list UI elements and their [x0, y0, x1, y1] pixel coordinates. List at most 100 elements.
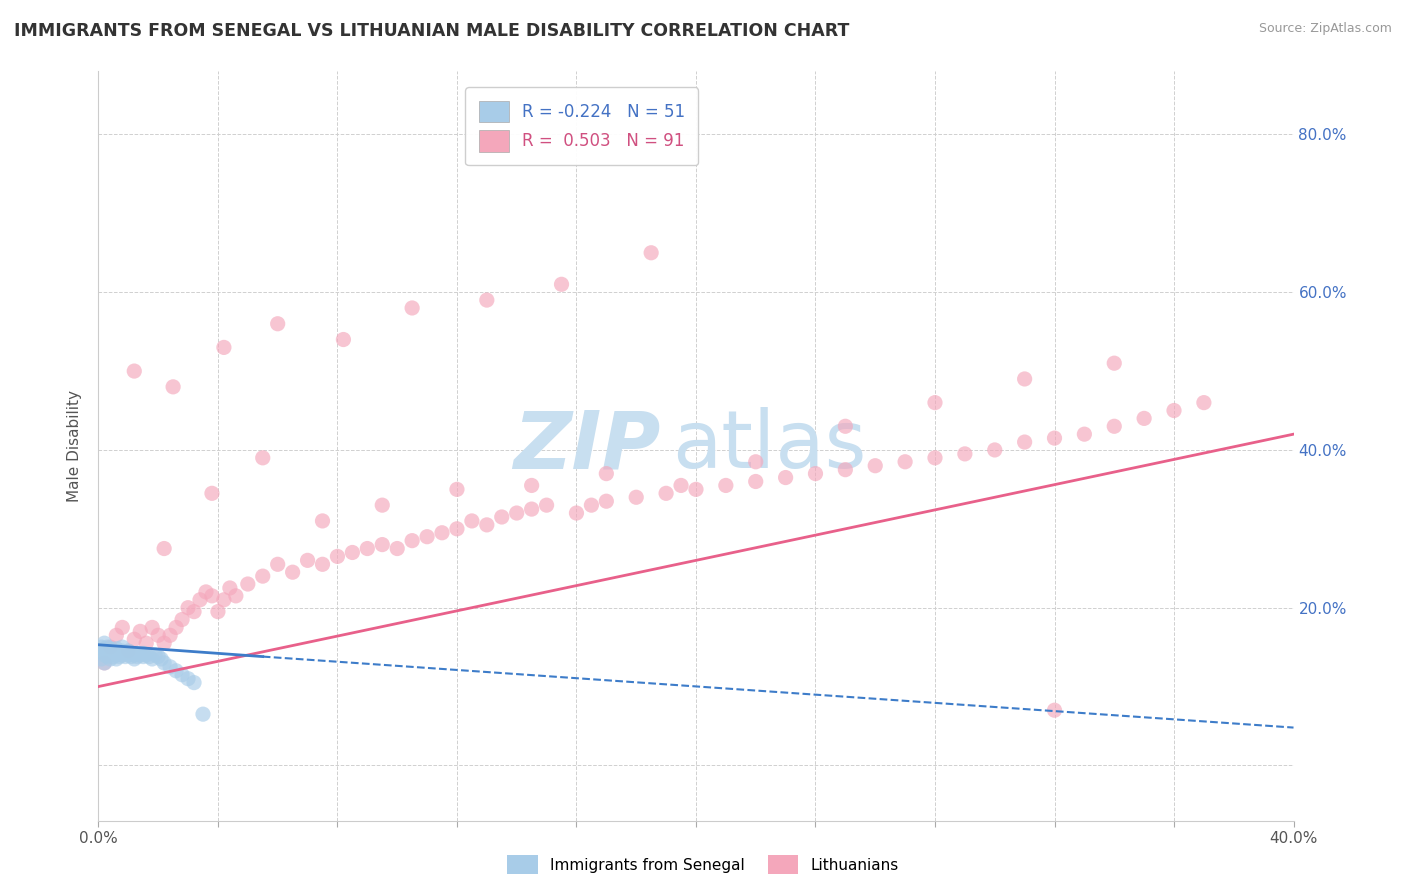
Point: [745, 475, 768, 489]
Point: [626, 490, 648, 504]
Point: [714, 478, 737, 492]
Point: [111, 644, 134, 658]
Point: [105, 641, 128, 656]
Point: [491, 510, 513, 524]
Point: [93, 656, 115, 670]
Point: [124, 648, 146, 662]
Point: [212, 592, 235, 607]
Point: [1192, 395, 1215, 409]
Text: Source: ZipAtlas.com: Source: ZipAtlas.com: [1258, 22, 1392, 36]
Point: [356, 541, 378, 556]
Point: [1014, 372, 1036, 386]
Point: [595, 494, 617, 508]
Legend: R = -0.224   N = 51, R =  0.503   N = 91: R = -0.224 N = 51, R = 0.503 N = 91: [465, 87, 699, 165]
Point: [143, 648, 166, 662]
Point: [225, 589, 247, 603]
Point: [195, 585, 218, 599]
Point: [207, 605, 229, 619]
Legend: Immigrants from Senegal, Lithuanians: Immigrants from Senegal, Lithuanians: [501, 849, 905, 880]
Point: [416, 530, 439, 544]
Point: [124, 652, 146, 666]
Point: [475, 517, 498, 532]
Point: [93, 656, 115, 670]
Point: [371, 538, 394, 552]
Point: [96, 649, 118, 664]
Point: [96, 640, 118, 654]
Point: [127, 647, 149, 661]
Point: [132, 649, 155, 664]
Text: IMMIGRANTS FROM SENEGAL VS LITHUANIAN MALE DISABILITY CORRELATION CHART: IMMIGRANTS FROM SENEGAL VS LITHUANIAN MA…: [14, 22, 849, 40]
Point: [124, 364, 146, 378]
Point: [520, 478, 543, 492]
Point: [127, 649, 149, 664]
Point: [129, 648, 152, 662]
Point: [159, 660, 181, 674]
Point: [114, 647, 136, 661]
Point: [430, 525, 453, 540]
Point: [669, 478, 692, 492]
Point: [93, 648, 115, 662]
Point: [1133, 411, 1156, 425]
Point: [332, 333, 354, 347]
Point: [446, 522, 468, 536]
Point: [1043, 703, 1066, 717]
Point: [172, 667, 194, 681]
Point: [201, 589, 224, 603]
Point: [114, 649, 136, 664]
Point: [90, 652, 112, 666]
Point: [96, 647, 118, 661]
Point: [595, 467, 617, 481]
Point: [536, 498, 558, 512]
Text: atlas: atlas: [672, 407, 866, 485]
Point: [1043, 431, 1066, 445]
Point: [96, 644, 118, 658]
Point: [475, 293, 498, 307]
Point: [183, 605, 205, 619]
Point: [953, 447, 976, 461]
Point: [520, 502, 543, 516]
Point: [1104, 419, 1126, 434]
Point: [311, 558, 333, 572]
Point: [550, 277, 572, 292]
Point: [90, 644, 112, 658]
Point: [98, 652, 122, 666]
Point: [685, 483, 707, 497]
Point: [162, 380, 184, 394]
Point: [148, 628, 170, 642]
Point: [191, 707, 214, 722]
Point: [640, 245, 662, 260]
Point: [183, 675, 205, 690]
Point: [236, 577, 259, 591]
Text: ZIP: ZIP: [513, 407, 661, 485]
Point: [1014, 435, 1036, 450]
Point: [326, 549, 349, 564]
Point: [120, 647, 142, 661]
Point: [1104, 356, 1126, 370]
Point: [924, 395, 946, 409]
Point: [90, 640, 112, 654]
Point: [297, 553, 319, 567]
Point: [159, 628, 181, 642]
Point: [111, 640, 134, 654]
Point: [105, 652, 128, 666]
Point: [342, 545, 364, 559]
Point: [1163, 403, 1185, 417]
Point: [894, 455, 917, 469]
Point: [655, 486, 678, 500]
Point: [111, 620, 134, 634]
Point: [201, 486, 224, 500]
Point: [401, 301, 423, 315]
Point: [124, 632, 146, 647]
Point: [461, 514, 484, 528]
Point: [385, 541, 409, 556]
Point: [267, 558, 290, 572]
Point: [117, 648, 139, 662]
Point: [132, 647, 155, 661]
Point: [219, 581, 242, 595]
Point: [98, 641, 122, 656]
Point: [924, 450, 946, 465]
Point: [103, 649, 125, 664]
Point: [93, 641, 115, 656]
Point: [172, 613, 194, 627]
Point: [281, 565, 304, 579]
